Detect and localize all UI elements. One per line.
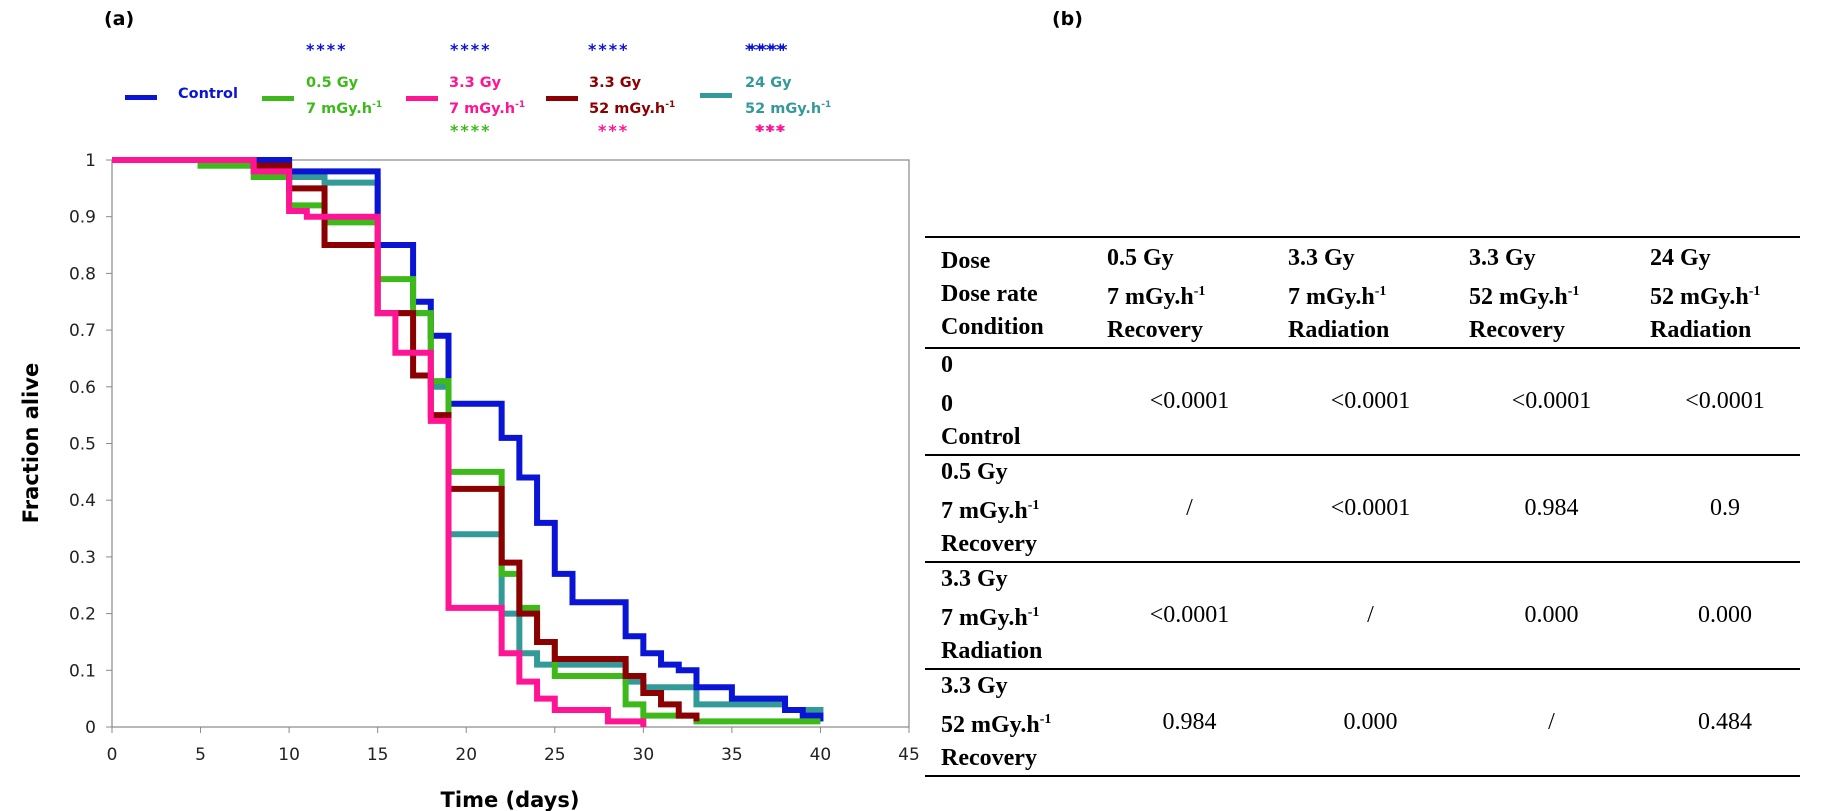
- y-tick-label: 0: [85, 718, 96, 738]
- legend-g05-line2: 7 mGy.h-1: [306, 100, 383, 117]
- table-row: 0.5 Gy 7 mGy.h-1 Recovery / <0.0001 0.98…: [925, 455, 1800, 563]
- y-tick-label: 0.8: [69, 264, 96, 284]
- legend-g05-swatch: [262, 96, 294, 101]
- survival-chart: 0 0.1 0.2 0.3 0.4 0.5 0.6 0.7 0.8 0.9 1 0 5 10 15 20 25…: [19, 151, 920, 811]
- x-tick-label: 0: [107, 745, 118, 765]
- table-cell: <0.0001: [1272, 348, 1453, 456]
- legend-g24-stars-top-visible: ****: [748, 40, 790, 59]
- legend-g24-label: 24 Gy 52 mGy.h-1: [745, 72, 831, 120]
- x-tick-label: 10: [278, 745, 300, 765]
- table-cell: <0.0001: [1091, 562, 1272, 670]
- x-tick-label: 5: [195, 745, 206, 765]
- table-cell: 0.484: [1634, 669, 1800, 777]
- y-tick-label: 0.4: [69, 491, 96, 511]
- table-cell: /: [1453, 669, 1634, 777]
- legend-g33-7-line1: 3.3 Gy: [449, 75, 502, 91]
- row-header-cell: 0 0 Control: [925, 348, 1091, 456]
- legend-g33-52-swatch: [546, 96, 578, 101]
- y-tick-label: 0.7: [69, 321, 96, 341]
- table-header-cell: 3.3 Gy 7 mGy.h-1 Radiation: [1272, 236, 1453, 349]
- table-cell: <0.0001: [1272, 455, 1453, 563]
- x-tick-label: 40: [810, 745, 832, 765]
- table-cell: <0.0001: [1634, 348, 1800, 456]
- legend-g33-52-label: 3.3 Gy 52 mGy.h-1: [589, 72, 675, 120]
- table-cell: 0.984: [1091, 669, 1272, 777]
- table-cell: 0.000: [1634, 562, 1800, 670]
- row-header-cell: 0.5 Gy 7 mGy.h-1 Recovery: [925, 455, 1091, 563]
- y-tick-label: 0.2: [69, 605, 96, 625]
- legend-g24-swatch: [700, 93, 732, 98]
- legend-g05-line1: 0.5 Gy: [306, 75, 359, 91]
- table-row: 3.3 Gy 7 mGy.h-1 Radiation <0.0001 / 0.0…: [925, 562, 1800, 670]
- table-cell: 0.000: [1453, 562, 1634, 670]
- x-axis-title: Time (days): [441, 788, 580, 811]
- x-axis-ticks: 0 5 10 15 20 25 30 35 40 45: [107, 727, 920, 765]
- table-cell: 0.000: [1272, 669, 1453, 777]
- legend-g33-7-stars-top: ****: [588, 40, 630, 59]
- y-tick-label: 0.3: [69, 548, 96, 568]
- table-row: 3.3 Gy 52 mGy.h-1 Recovery 0.984 0.000 /…: [925, 669, 1800, 777]
- legend-g33-7-line2: 7 mGy.h-1: [449, 100, 526, 117]
- y-tick-label: 0.1: [69, 661, 96, 681]
- series-group: [112, 157, 824, 727]
- table-header-row: Dose Dose rate Condition 0.5 Gy 7 mGy.h-…: [925, 236, 1800, 349]
- panel-a-label: (a): [104, 8, 135, 30]
- table-cell: 0.984: [1453, 455, 1634, 563]
- legend-g33-7-swatch: [406, 96, 438, 101]
- y-tick-label: 0.9: [69, 208, 96, 228]
- plot-frame: [111, 159, 910, 728]
- legend-g05-label: 0.5 Gy 7 mGy.h-1: [306, 72, 382, 120]
- table-header-cell: 3.3 Gy 52 mGy.h-1 Recovery: [1453, 236, 1634, 349]
- series-line-2: [112, 157, 647, 727]
- row-header-cell: 3.3 Gy 7 mGy.h-1 Radiation: [925, 562, 1091, 670]
- x-tick-label: 30: [633, 745, 655, 765]
- y-tick-label: 0.6: [69, 378, 96, 398]
- table-cell: <0.0001: [1453, 348, 1634, 456]
- legend-g24-line1: 24 Gy: [745, 75, 792, 91]
- legend-g05-stars-top: ****: [450, 40, 492, 59]
- table-header-cell: 0.5 Gy 7 mGy.h-1 Recovery: [1091, 236, 1272, 349]
- series-line-0: [112, 157, 824, 722]
- y-tick-label: 0.5: [69, 435, 96, 455]
- legend-g05-stars-bottom: ****: [450, 121, 492, 140]
- table-cell: <0.0001: [1091, 348, 1272, 456]
- p-value-table: Dose Dose rate Condition 0.5 Gy 7 mGy.h-…: [925, 236, 1800, 777]
- y-axis-ticks: 0 0.1 0.2 0.3 0.4 0.5 0.6 0.7 0.8 0.9 1: [69, 151, 112, 738]
- table-row: 0 0 Control <0.0001 <0.0001 <0.0001 <0.0…: [925, 348, 1800, 456]
- legend-g33-7-stars-bottom: ***: [598, 121, 630, 140]
- legend-g24-line2: 52 mGy.h-1: [745, 100, 832, 117]
- legend-control-swatch: [125, 95, 157, 100]
- table-cell: /: [1272, 562, 1453, 670]
- y-tick-label: 1: [85, 151, 96, 171]
- legend-g33-7-label: 3.3 Gy 7 mGy.h-1: [449, 72, 525, 120]
- legend-g33-52-stars-top: ****: [745, 40, 787, 59]
- legend-g33-52-line2: 52 mGy.h-1: [589, 100, 676, 117]
- x-tick-label: 45: [898, 745, 920, 765]
- table-header-cell: 24 Gy 52 mGy.h-1 Radiation: [1634, 236, 1800, 349]
- table-header-cell: Dose Dose rate Condition: [925, 236, 1091, 349]
- x-tick-label: 20: [455, 745, 477, 765]
- x-tick-label: 35: [721, 745, 743, 765]
- legend-g33-52-stars-bottom: ***: [755, 121, 787, 140]
- panel-b-label: (b): [1052, 8, 1083, 30]
- legend-g33-52-line1: 3.3 Gy: [589, 75, 642, 91]
- row-header-cell: 3.3 Gy 52 mGy.h-1 Recovery: [925, 669, 1091, 777]
- table-cell: /: [1091, 455, 1272, 563]
- legend-g24-stars-bottom-visible: ***: [756, 121, 788, 140]
- x-tick-label: 25: [544, 745, 566, 765]
- legend-control-label: Control: [178, 86, 238, 102]
- legend-control-stars-top: ****: [306, 40, 348, 59]
- table-cell: 0.9: [1634, 455, 1800, 563]
- x-tick-label: 15: [367, 745, 389, 765]
- y-axis-title: Fraction alive: [19, 363, 43, 523]
